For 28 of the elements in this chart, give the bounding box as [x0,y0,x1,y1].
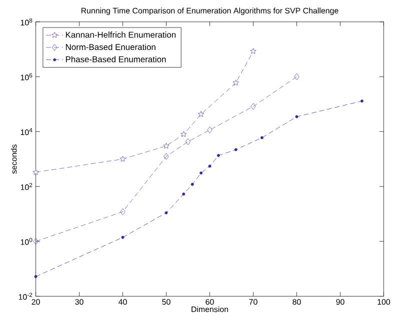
point [180,131,187,137]
point [182,192,186,196]
point [190,182,194,186]
point [216,154,220,157]
point [120,156,126,162]
point [164,211,168,214]
point [360,100,364,103]
point [234,148,238,152]
point [163,142,170,149]
point [232,80,239,86]
point [121,236,124,239]
point [164,152,169,160]
point [207,126,212,134]
point [120,208,126,216]
point [295,115,298,118]
point [185,138,191,146]
point [33,238,38,245]
point [250,48,256,54]
point [200,172,203,174]
legend-label: Norm-Based Enueration [66,44,156,50]
point [294,73,300,80]
point [260,136,264,140]
point [198,111,204,117]
point [250,103,256,110]
legend-label: Kannan-Helfrich Enumeration [66,32,176,38]
point [208,164,212,168]
point [34,275,38,278]
legend-label: Phase-Based Enumeration [66,56,166,62]
